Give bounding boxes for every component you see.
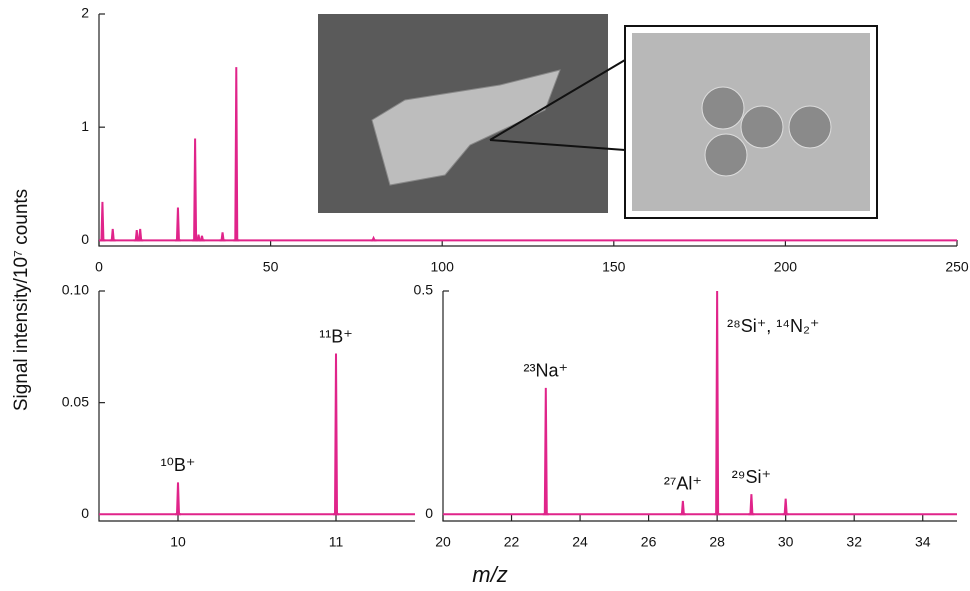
x-tick-label: 10 (170, 534, 186, 550)
peak (110, 229, 116, 240)
peak (371, 238, 377, 240)
x-tick-label: 200 (774, 259, 798, 275)
peak (543, 388, 549, 514)
x-tick-label: 34 (915, 534, 931, 550)
y-tick-label: 0.10 (62, 282, 89, 298)
x-tick-label: 24 (572, 534, 588, 550)
sem-inset (318, 14, 877, 218)
page: Signal intensity/10⁷ counts m/z 01205010… (0, 0, 970, 591)
peak-label: ²⁸Si⁺, ¹⁴N₂⁺ (727, 316, 819, 336)
particle (705, 134, 747, 176)
x-tick-label: 30 (778, 534, 794, 550)
peak (783, 499, 789, 515)
y-tick-label: 0 (425, 505, 433, 521)
peak-label: ²⁷Al⁺ (664, 474, 702, 494)
peak (233, 67, 239, 240)
y-tick-label: 2 (81, 5, 89, 21)
peak-label: ¹⁰B⁺ (161, 455, 196, 475)
peak (680, 501, 686, 514)
chart: Signal intensity/10⁷ counts m/z 01205010… (0, 0, 970, 591)
peak (192, 138, 198, 240)
x-tick-label: 250 (945, 259, 969, 275)
x-tick-label: 20 (435, 534, 451, 550)
peak (175, 482, 181, 514)
y-tick-label: 0.5 (414, 282, 434, 298)
particle (702, 87, 744, 129)
y-tick-label: 0.05 (62, 393, 89, 409)
y-axis-label: Signal intensity/10⁷ counts (11, 189, 32, 411)
x-tick-label: 11 (329, 534, 344, 550)
x-tick-label: 150 (602, 259, 626, 275)
particle (741, 106, 783, 148)
peak-label: ²⁹Si⁺ (732, 467, 771, 487)
x-tick-label: 100 (431, 259, 455, 275)
x-tick-label: 22 (504, 534, 520, 550)
peak (748, 494, 754, 514)
peak (333, 354, 339, 515)
y-tick-label: 0 (81, 231, 89, 247)
y-tick-label: 1 (81, 118, 89, 134)
peak (714, 291, 720, 514)
y-tick-label: 0 (81, 505, 89, 521)
x-tick-label: 28 (709, 534, 725, 550)
peak (220, 232, 226, 240)
axis (99, 291, 415, 521)
particle (789, 106, 831, 148)
x-tick-label: 32 (846, 534, 862, 550)
peak-label: ²³Na⁺ (524, 361, 569, 381)
x-tick-label: 0 (95, 259, 103, 275)
peak (99, 202, 105, 240)
peak (175, 208, 181, 241)
x-tick-label: 50 (263, 259, 279, 275)
peak-label: ¹¹B⁺ (319, 326, 353, 346)
x-axis-label: m/z (472, 562, 507, 587)
x-tick-label: 26 (641, 534, 657, 550)
